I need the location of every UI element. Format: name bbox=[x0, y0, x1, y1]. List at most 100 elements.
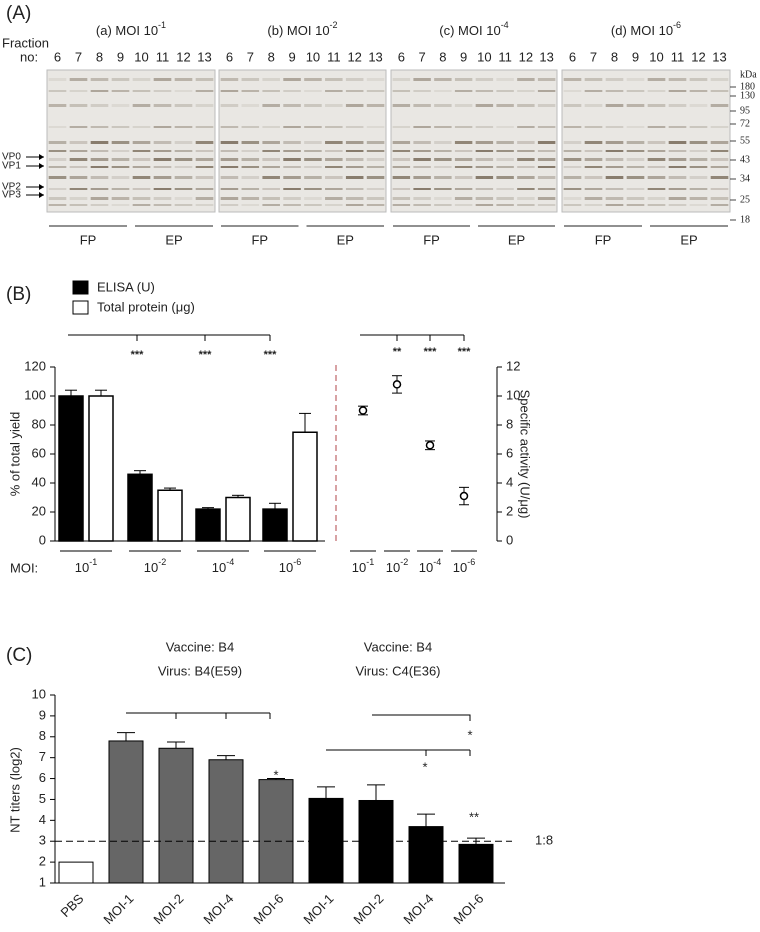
annotation: Virus: C4(E36) bbox=[355, 663, 440, 678]
gel-band bbox=[647, 197, 666, 200]
group-label: FP bbox=[595, 232, 612, 247]
gel-band bbox=[563, 204, 582, 206]
gel-band bbox=[626, 126, 645, 128]
gel-band bbox=[537, 166, 556, 168]
gel-band bbox=[434, 104, 452, 107]
gel-band bbox=[325, 90, 343, 92]
lane-number: 10 bbox=[477, 49, 491, 64]
bar bbox=[258, 779, 294, 884]
x-tick-label-base: 10 bbox=[352, 560, 366, 575]
gel-band bbox=[111, 90, 130, 92]
bar bbox=[208, 759, 244, 884]
y2-tick-label: 8 bbox=[506, 416, 513, 431]
group-label: FP bbox=[80, 232, 97, 247]
x-tick-label: 10-6 bbox=[279, 557, 301, 575]
gel-band bbox=[366, 188, 385, 190]
lane-number: 8 bbox=[96, 49, 103, 64]
gel-band bbox=[626, 166, 645, 168]
gel-band bbox=[647, 150, 666, 152]
gel-band bbox=[366, 204, 385, 206]
gel-band bbox=[90, 176, 109, 179]
gel-band bbox=[69, 158, 88, 161]
gel-band bbox=[195, 204, 214, 206]
x-tick-label: 10-4 bbox=[212, 557, 234, 575]
gel-band bbox=[563, 78, 582, 81]
gel-band bbox=[392, 158, 411, 161]
gel-band bbox=[111, 141, 130, 144]
gel-title-exponent: -1 bbox=[158, 20, 166, 30]
gel-band bbox=[626, 176, 645, 179]
y-tick-label: 20 bbox=[32, 503, 46, 518]
gel-band bbox=[366, 104, 385, 107]
gel-band bbox=[496, 176, 514, 179]
x-tick-label: 10-1 bbox=[75, 557, 97, 575]
gel-band bbox=[69, 197, 88, 200]
gel-band bbox=[454, 78, 473, 81]
significance-mark: * bbox=[273, 767, 278, 782]
gel-band bbox=[413, 141, 431, 144]
lane-number: 13 bbox=[539, 49, 553, 64]
lane-number: 8 bbox=[268, 49, 275, 64]
gel-band bbox=[69, 141, 88, 144]
gel-band bbox=[517, 166, 535, 168]
gel-band bbox=[153, 78, 172, 81]
protein-label: VP0 bbox=[2, 152, 21, 163]
significance-mark: *** bbox=[458, 346, 472, 358]
x-tick-label: 10-2 bbox=[144, 557, 166, 575]
gel-band bbox=[111, 158, 130, 161]
reference-label: 1:8 bbox=[535, 833, 553, 848]
gel-band bbox=[563, 126, 582, 128]
bar bbox=[127, 473, 153, 542]
annotation: Vaccine: B4 bbox=[166, 639, 234, 654]
gel-band bbox=[90, 158, 109, 161]
gel-band bbox=[153, 158, 172, 161]
significance-mark: *** bbox=[424, 346, 438, 358]
gel-band bbox=[710, 126, 729, 128]
lane-number: 11 bbox=[671, 49, 685, 64]
gel-band bbox=[668, 176, 687, 179]
y-axis-label: NT titers (log2) bbox=[7, 747, 22, 833]
gel-band bbox=[689, 176, 708, 179]
gel-band bbox=[584, 104, 603, 107]
x-tick-label-exponent: -4 bbox=[433, 557, 441, 567]
gel-band bbox=[496, 150, 514, 152]
gel-band bbox=[537, 197, 556, 200]
gel-band bbox=[262, 166, 280, 168]
gel-band bbox=[710, 166, 729, 168]
gel-band bbox=[283, 78, 301, 81]
gel-band bbox=[220, 78, 239, 81]
x-tick-label-base: 10 bbox=[279, 560, 293, 575]
x-tick-label: MOI-1 bbox=[100, 891, 136, 927]
fraction-label: Fraction bbox=[2, 35, 49, 50]
y-tick-label: 6 bbox=[39, 770, 46, 785]
gel-band bbox=[283, 90, 301, 92]
gel-title-exponent: -4 bbox=[501, 20, 509, 30]
gel-band bbox=[304, 90, 322, 92]
gel-band bbox=[454, 166, 473, 168]
gel-band bbox=[392, 90, 411, 92]
gel-band bbox=[48, 141, 67, 144]
panel-label: (C) bbox=[6, 645, 32, 666]
gel-band bbox=[413, 158, 431, 161]
gel-band bbox=[345, 78, 364, 81]
gel-band bbox=[626, 158, 645, 161]
gel-band bbox=[647, 78, 666, 81]
gel-band bbox=[413, 90, 431, 92]
gel-band bbox=[537, 204, 556, 206]
gel-band bbox=[241, 150, 260, 152]
gel-band bbox=[626, 150, 645, 152]
gel-band bbox=[132, 158, 151, 161]
lane-number: 7 bbox=[247, 49, 254, 64]
y-tick-label: 5 bbox=[39, 791, 46, 806]
gel-band bbox=[262, 204, 280, 206]
panel-label: (A) bbox=[6, 3, 31, 24]
gel-band bbox=[220, 104, 239, 107]
x-tick-label: MOI-6 bbox=[250, 891, 286, 927]
gel-band bbox=[392, 197, 411, 200]
gel-band bbox=[689, 158, 708, 161]
point bbox=[425, 441, 435, 450]
gel-band bbox=[262, 188, 280, 190]
gel-band bbox=[668, 104, 687, 107]
bar bbox=[308, 797, 344, 884]
